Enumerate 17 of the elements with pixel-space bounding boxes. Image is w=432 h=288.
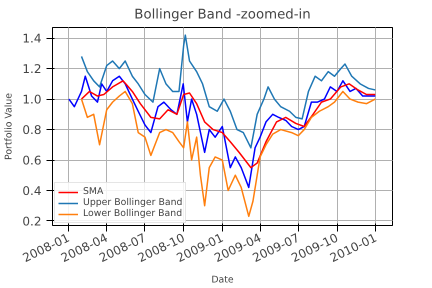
y-axis-title: Portfolio Value — [3, 92, 14, 160]
chart-title: Bollinger Band -zoomed-in — [134, 8, 311, 22]
y-tick-label: 0.6 — [22, 154, 42, 168]
x-axis-title: Date — [211, 274, 234, 286]
y-tick-label: 1.0 — [22, 92, 42, 107]
y-tick-label: 0.2 — [22, 214, 42, 228]
line-series — [80, 34, 376, 149]
y-tick-label: 1.4 — [22, 32, 42, 46]
legend-label: SMA — [83, 186, 104, 197]
line-series — [80, 80, 376, 168]
legend-label: Upper Bollinger Band — [83, 197, 182, 208]
y-tick-label: 0.4 — [22, 184, 42, 198]
line-series — [80, 90, 376, 218]
y-tick-label: 1.2 — [22, 62, 42, 76]
legend-label: Lower Bollinger Band — [83, 208, 182, 219]
y-tick-label: 0.8 — [22, 123, 42, 138]
line-series — [68, 75, 376, 188]
